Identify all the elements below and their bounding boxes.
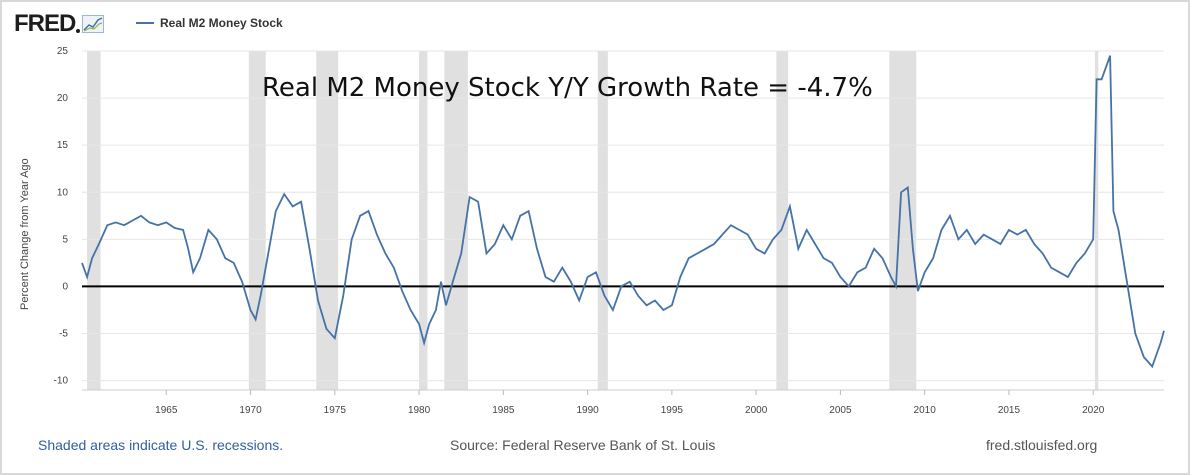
x-tick-label: 1975 xyxy=(324,405,347,416)
logo-dot xyxy=(76,29,81,33)
recession-band xyxy=(597,51,608,390)
x-tick-label: 2010 xyxy=(914,405,937,416)
x-tick-label: 2020 xyxy=(1082,405,1105,416)
recession-note: Shaded areas indicate U.S. recessions. xyxy=(38,437,284,453)
recession-band xyxy=(776,51,789,390)
source-note: Source: Federal Reserve Bank of St. Loui… xyxy=(450,437,716,453)
x-tick-label: 1980 xyxy=(408,405,431,416)
x-tick-label: 1970 xyxy=(239,405,262,416)
y-tick-label: 15 xyxy=(57,140,69,151)
recession-band xyxy=(889,51,917,390)
gridlines xyxy=(82,50,1164,382)
x-tick-label: 2000 xyxy=(745,405,768,416)
y-tick-label: -5 xyxy=(59,329,68,340)
x-tick-label: 1985 xyxy=(492,405,515,416)
y-axis-label: Percent Change from Year Ago xyxy=(19,158,31,310)
y-tick-label: 5 xyxy=(62,234,68,245)
y-tick-label: 20 xyxy=(57,93,69,104)
y-tick-label: 10 xyxy=(57,187,69,198)
y-axis-ticks: 25 20 15 10 5 0 -5 -10 xyxy=(54,46,69,387)
y-tick-label: -10 xyxy=(54,376,69,387)
x-tick-label: 1990 xyxy=(576,405,599,416)
recession-band xyxy=(1094,51,1099,390)
x-axis-ticks: 1965 1970 1975 1980 1985 1990 1995 2000 2005 2010… xyxy=(82,389,1164,416)
recession-band xyxy=(316,51,339,390)
x-tick-label: 1995 xyxy=(661,405,684,416)
y-tick-label: 25 xyxy=(57,46,69,57)
recession-band xyxy=(248,51,266,390)
site-link[interactable]: fred.stlouisfed.org xyxy=(986,437,1098,453)
fred-logo-text: FRED xyxy=(14,10,76,37)
legend-swatch xyxy=(136,22,154,24)
trend-chart-icon xyxy=(82,15,105,33)
recession-band xyxy=(419,51,428,390)
y-tick-label: 0 xyxy=(62,281,68,292)
x-tick-label: 2015 xyxy=(998,405,1021,416)
recession-band xyxy=(444,51,468,390)
x-tick-label: 2005 xyxy=(829,405,852,416)
growth-rate-annotation: Real M2 Money Stock Y/Y Growth Rate = -4… xyxy=(262,73,873,103)
legend-label: Real M2 Money Stock xyxy=(160,16,283,30)
x-tick-label: 1965 xyxy=(155,405,178,416)
series-line-real-m2 xyxy=(81,55,1165,369)
fred-logo[interactable]: FRED xyxy=(14,9,105,39)
chart-legend: Real M2 Money Stock xyxy=(136,16,283,30)
recession-band xyxy=(87,51,101,390)
